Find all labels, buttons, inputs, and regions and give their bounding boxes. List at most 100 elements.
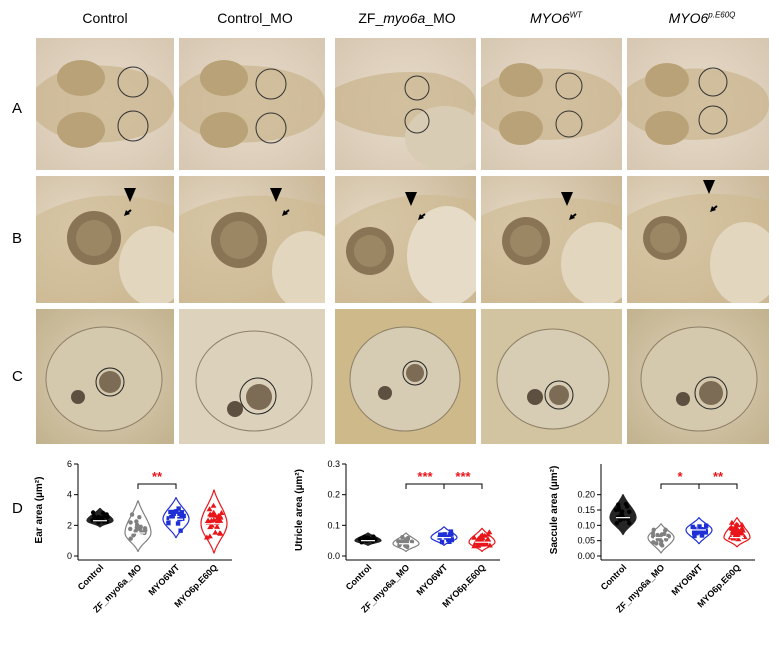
data-point [128,520,133,525]
data-point [614,520,620,526]
y-axis-label: Ear area (µm²) [34,477,45,544]
y-tick-label: 0.3 [327,459,340,469]
data-point [166,516,171,521]
panel-a-myo6-e60q [627,38,769,170]
violin-2 [685,517,713,545]
data-point [177,511,182,516]
y-tick-label: 0.15 [577,505,595,515]
column-header-myo6-e60q: MYO6p.E60Q [668,10,736,26]
y-tick-label: 0.0 [327,551,340,561]
y-tick-label: 0 [67,551,72,561]
panel-c-zf-myo6a-mo [335,309,476,444]
violin-3 [200,489,228,554]
data-point [129,512,135,517]
data-point [442,532,447,537]
data-point [134,519,139,524]
data-point [128,536,133,541]
data-point [703,530,709,535]
data-point [663,537,669,542]
data-point [178,528,183,533]
data-point [654,541,659,546]
data-point [105,514,110,520]
panel-a-myo6-wt [481,38,622,170]
panel-c-control-mo [179,309,325,444]
panel-c-control [36,309,174,444]
panel-a-control [36,38,174,170]
violin-2 [162,497,190,539]
data-point [175,521,181,526]
category-label: MYO6WT [146,562,181,597]
chart-saccule-area: 0.00 0.05 0.10 0.15 0.20 Saccule area (µm²) Co… [549,464,755,615]
significance-bracket [405,483,445,489]
data-point [698,527,704,532]
data-point [697,529,702,535]
data-point [168,509,173,515]
y-tick-label: 0.20 [577,490,595,500]
data-point [486,529,493,535]
data-point [400,534,405,540]
data-point [627,509,632,515]
data-point [131,533,136,538]
y-tick-label: 6 [67,459,72,469]
data-point [90,510,96,515]
significance-label: *** [455,469,471,484]
data-point [695,528,700,534]
data-point [691,530,697,535]
data-point [479,535,486,541]
panel-b-control-mo [179,176,325,303]
data-point [93,516,98,521]
panel-c-myo6-wt [481,309,622,444]
data-point [210,502,217,508]
data-point [739,527,746,533]
panel-b-control [36,176,174,303]
data-point [217,513,224,519]
violin-1 [392,532,420,552]
data-point [728,519,735,525]
data-point [218,509,225,515]
category-label: Control [76,562,106,592]
data-point [216,530,223,536]
y-tick-label: 0.2 [327,490,340,500]
panel-b-zf-myo6a-mo [335,176,476,303]
data-point [404,544,410,550]
category-label: MYO6WT [669,562,704,597]
data-point [616,502,621,507]
data-point [138,524,143,529]
data-point [174,509,179,514]
y-axis-label: Saccule area (µm²) [549,466,560,555]
column-header-control-mo: Control_MO [217,10,293,26]
data-point [471,543,478,549]
category-label: MYO6WT [414,562,449,597]
data-point [627,521,632,526]
violin-3 [723,517,751,548]
data-point [217,517,224,523]
significance-label: *** [417,469,433,484]
y-tick-label: 0.00 [577,551,595,561]
column-header-myo6-wt: MYO6WT [529,10,583,26]
data-point [733,521,740,527]
column-header-control: Control [82,10,128,26]
data-point [171,511,176,517]
y-tick-label: 2 [67,520,72,530]
row-label-a: A [12,100,23,117]
data-point [128,526,133,532]
data-point [659,539,664,544]
data-point [166,520,171,526]
data-point [732,528,739,534]
y-tick-label: 0.1 [327,520,340,530]
data-point [697,524,702,529]
panel-b-myo6-e60q [627,176,769,303]
row-label-b: B [12,230,23,247]
data-point [694,530,699,536]
violin-1 [124,500,152,552]
y-tick-label: 0.05 [577,536,595,546]
significance-bracket [660,483,700,489]
category-label: Control [344,562,374,592]
panel-b-myo6-wt [481,176,622,303]
row-label-c: C [12,368,23,385]
data-point [443,534,449,540]
data-point [212,529,219,535]
data-point [662,531,667,537]
